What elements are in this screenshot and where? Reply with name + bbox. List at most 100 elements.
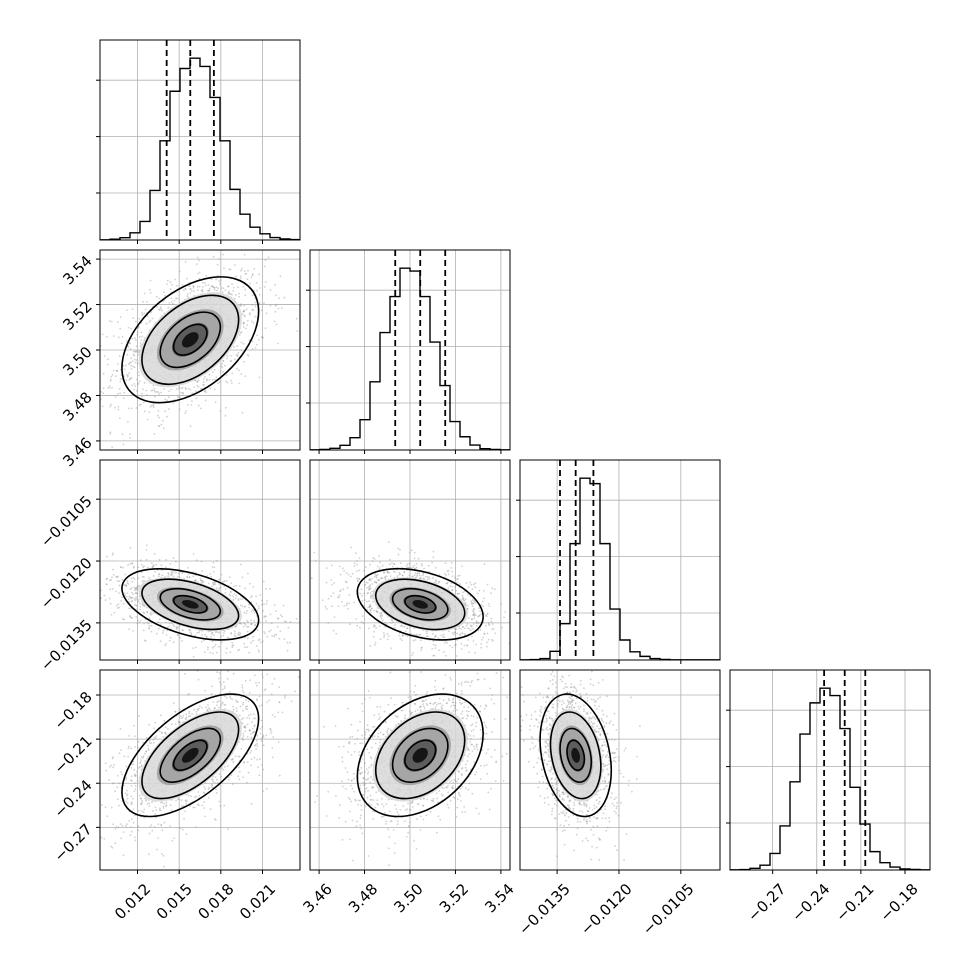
scatter-point [369,645,371,647]
scatter-point [212,653,214,655]
scatter-point [150,631,152,633]
scatter-point [411,654,413,656]
scatter-point [345,581,347,583]
scatter-point [105,770,107,772]
scatter-point [346,572,348,574]
scatter-point [232,644,234,646]
scatter-point [219,668,221,670]
scatter-point [128,746,130,748]
scatter-point [447,570,449,572]
scatter-point [120,771,122,773]
scatter-point [266,600,268,602]
scatter-point [119,392,121,394]
scatter-point [484,563,486,565]
scatter-point [315,560,317,562]
scatter-point [227,382,229,384]
scatter-point [168,408,170,410]
scatter-point [263,631,265,633]
scatter-point [278,638,280,640]
scatter-point [97,341,99,343]
scatter-point [130,496,132,498]
scatter-point [474,586,476,588]
scatter-point [151,830,153,832]
scatter-point [258,339,260,341]
scatter-point [420,649,422,651]
scatter-point [204,816,206,818]
scatter-point [103,838,105,840]
scatter-point [129,834,131,836]
scatter-point [263,744,265,746]
scatter-point [330,579,332,581]
scatter-point [341,601,343,603]
scatter-point [355,618,357,620]
scatter-point [140,559,142,561]
scatter-point [102,334,104,336]
scatter-point [373,636,375,638]
scatter-point [494,632,496,634]
scatter-point [274,321,276,323]
scatter-point [413,640,415,642]
scatter-point [179,408,181,410]
scatter-point [192,647,194,649]
scatter-point [186,278,188,280]
scatter-point [220,684,222,686]
scatter-point [117,393,119,395]
scatter-point [201,641,203,643]
scatter-point [328,598,330,600]
panel-3-0 [66,648,305,874]
scatter-point [222,689,224,691]
scatter-point [126,309,128,311]
scatter-point [383,634,385,636]
scatter-point [359,627,361,629]
scatter-point [141,312,143,314]
scatter-point [151,562,153,564]
scatter-point [117,775,119,777]
scatter-point [469,582,471,584]
scatter-point [391,562,393,564]
scatter-point [247,270,249,272]
scatter-point [247,573,249,575]
scatter-point [130,826,132,828]
scatter-point [421,565,423,567]
scatter-point [207,649,209,651]
scatter-point [171,284,173,286]
scatter-point [250,597,252,599]
scatter-point [118,336,120,338]
scatter-point [270,732,272,734]
scatter-point [266,788,268,790]
scatter-point [182,829,184,831]
scatter-point [383,636,385,638]
scatter-point [358,569,360,571]
scatter-point [207,646,209,648]
scatter-point [331,605,333,607]
scatter-point [181,640,183,642]
scatter-point [150,280,152,282]
scatter-point [103,373,105,375]
scatter-point [273,636,275,638]
scatter-point [296,618,298,620]
scatter-point [231,646,233,648]
scatter-point [118,406,120,408]
scatter-point [154,433,156,435]
scatter-point [359,557,361,559]
scatter-point [283,638,285,640]
scatter-point [415,639,417,641]
scatter-point [274,284,276,286]
scatter-point [274,311,276,313]
scatter-point [258,651,260,653]
scatter-point [165,643,167,645]
scatter-point [468,586,470,588]
scatter-point [263,603,265,605]
scatter-point [447,661,449,663]
scatter-point [490,618,492,620]
scatter-point [478,590,480,592]
scatter-point [104,355,106,357]
scatter-point [123,444,125,446]
scatter-point [301,299,303,301]
scatter-point [156,296,158,298]
scatter-point [270,305,272,307]
scatter-point [264,633,266,635]
scatter-point [70,818,72,820]
scatter-point [266,603,268,605]
scatter-point [95,346,97,348]
